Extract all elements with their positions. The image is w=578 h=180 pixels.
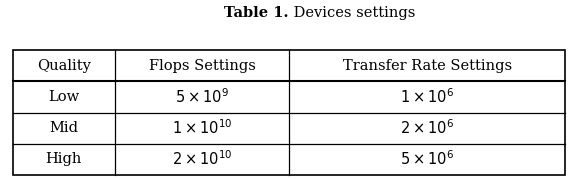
Text: $5 \times 10^{6}$: $5 \times 10^{6}$ <box>400 150 454 168</box>
Text: High: High <box>46 152 82 166</box>
Text: $2 \times 10^{6}$: $2 \times 10^{6}$ <box>400 119 454 137</box>
Text: Mid: Mid <box>49 121 79 135</box>
Text: Low: Low <box>49 90 79 104</box>
Text: $2 \times 10^{10}$: $2 \times 10^{10}$ <box>172 150 232 168</box>
Text: Devices settings: Devices settings <box>289 6 416 20</box>
Text: Quality: Quality <box>37 59 91 73</box>
Text: $1 \times 10^{10}$: $1 \times 10^{10}$ <box>172 119 232 137</box>
Text: Transfer Rate Settings: Transfer Rate Settings <box>343 59 512 73</box>
Text: Table 1.: Table 1. <box>224 6 289 20</box>
Text: $5 \times 10^{9}$: $5 \times 10^{9}$ <box>175 88 229 106</box>
Text: Flops Settings: Flops Settings <box>149 59 255 73</box>
Text: $1 \times 10^{6}$: $1 \times 10^{6}$ <box>400 88 454 106</box>
